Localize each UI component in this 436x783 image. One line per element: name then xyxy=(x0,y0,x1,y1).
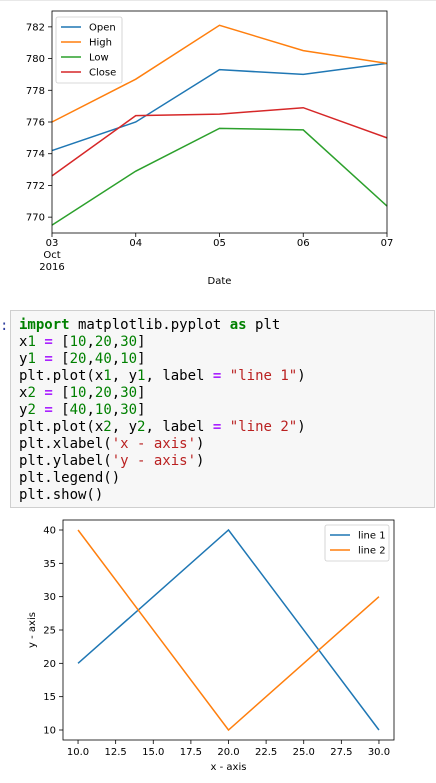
legend-label-high: High xyxy=(89,38,112,49)
y-tick-label: 770 xyxy=(26,213,45,224)
x-tick-month: Oct xyxy=(43,250,60,261)
y-tick-label: 40 xyxy=(43,526,56,537)
series-line-open xyxy=(51,62,388,152)
x-tick-label: 30.0 xyxy=(368,747,390,758)
code-editor[interactable]: import matplotlib.pyplot as plt x1 = [10… xyxy=(19,317,306,503)
series-line-high xyxy=(51,24,388,123)
series-line-close xyxy=(51,106,388,177)
y-axis-title: y - axis xyxy=(27,612,38,648)
y-tick-label: 778 xyxy=(26,86,45,97)
x-tick-label: 17.5 xyxy=(180,747,202,758)
y-tick-label: 772 xyxy=(26,181,45,192)
x-tick-year: 2016 xyxy=(39,262,64,273)
legend-label-close: Close xyxy=(89,68,116,79)
legend-box xyxy=(55,16,123,84)
code-cell[interactable]: import matplotlib.pyplot as plt x1 = [10… xyxy=(10,310,435,508)
x-tick-label: 04 xyxy=(129,238,142,249)
series-line-2 xyxy=(77,529,380,732)
y-tick-label: 776 xyxy=(26,118,45,129)
y-tick-label: 20 xyxy=(43,659,56,670)
legend-label-open: Open xyxy=(89,23,116,34)
y-tick-label: 30 xyxy=(43,592,56,603)
x-tick-label: 27.5 xyxy=(330,747,352,758)
series-line-1 xyxy=(77,528,380,731)
y-tick-label: 774 xyxy=(26,149,45,160)
x-tick-label: 07 xyxy=(381,238,394,249)
x-tick-label: 12.5 xyxy=(105,747,127,758)
x-tick-label: 03 xyxy=(46,238,59,249)
x-tick-label: 05 xyxy=(213,238,226,249)
y-tick-label: 780 xyxy=(26,54,45,65)
x-tick-label: 15.0 xyxy=(142,747,164,758)
x-tick-label: 20.0 xyxy=(217,747,239,758)
y-tick-label: 25 xyxy=(43,626,56,637)
legend-label-line-2: line 2 xyxy=(358,546,386,557)
x-tick-label: 22.5 xyxy=(255,747,277,758)
series-line-low xyxy=(51,127,388,226)
x-tick-label: 25.0 xyxy=(293,747,315,758)
x-tick-label: 06 xyxy=(297,238,310,249)
legend-label-line-1: line 1 xyxy=(358,531,386,542)
line-plot-chart: 10 15 20 25 30 35 40 10.0 12.5 15.0 17.5 20.0 22.5 25… xyxy=(27,519,395,773)
legend-label-low: Low xyxy=(89,53,109,64)
y-tick-label: 782 xyxy=(26,22,45,33)
y-tick-label: 15 xyxy=(43,692,56,703)
legend-box xyxy=(324,524,390,562)
output-top-divider xyxy=(0,0,436,1)
x-axis-title: Date xyxy=(208,276,232,287)
x-axis-title: x - axis xyxy=(211,762,247,773)
y-tick-label: 10 xyxy=(43,726,56,737)
y-tick-label: 35 xyxy=(43,559,56,570)
cell-prompt: : xyxy=(0,318,9,334)
x-tick-label: 10.0 xyxy=(67,747,89,758)
